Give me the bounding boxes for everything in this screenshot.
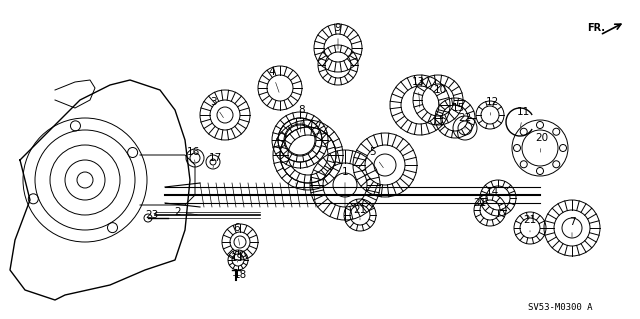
Text: 11: 11 (516, 107, 530, 127)
Text: 13: 13 (412, 77, 424, 107)
Text: FR.: FR. (587, 23, 605, 33)
Text: 1: 1 (342, 167, 348, 207)
Text: 15: 15 (451, 103, 465, 119)
Text: SV53-M0300 A: SV53-M0300 A (528, 302, 592, 311)
Text: 10: 10 (433, 85, 447, 105)
Text: 17: 17 (209, 153, 221, 168)
Text: 23: 23 (145, 210, 159, 220)
Text: 3: 3 (210, 97, 223, 118)
Text: 21: 21 (524, 215, 536, 232)
Text: 21: 21 (474, 198, 490, 213)
Text: 2: 2 (175, 207, 197, 217)
Text: 22: 22 (458, 113, 472, 129)
Text: 9: 9 (335, 23, 341, 49)
Text: 19: 19 (230, 253, 244, 263)
Text: 4: 4 (269, 67, 279, 93)
Text: 18: 18 (234, 270, 246, 280)
Text: 12: 12 (485, 97, 499, 115)
Text: 5: 5 (369, 147, 383, 168)
Text: 21: 21 (353, 205, 367, 220)
Text: 20: 20 (536, 133, 548, 152)
Text: 6: 6 (234, 223, 240, 245)
Text: 7: 7 (569, 217, 575, 237)
Text: 14: 14 (485, 187, 499, 203)
Text: 16: 16 (186, 147, 200, 162)
Text: 8: 8 (299, 105, 305, 132)
